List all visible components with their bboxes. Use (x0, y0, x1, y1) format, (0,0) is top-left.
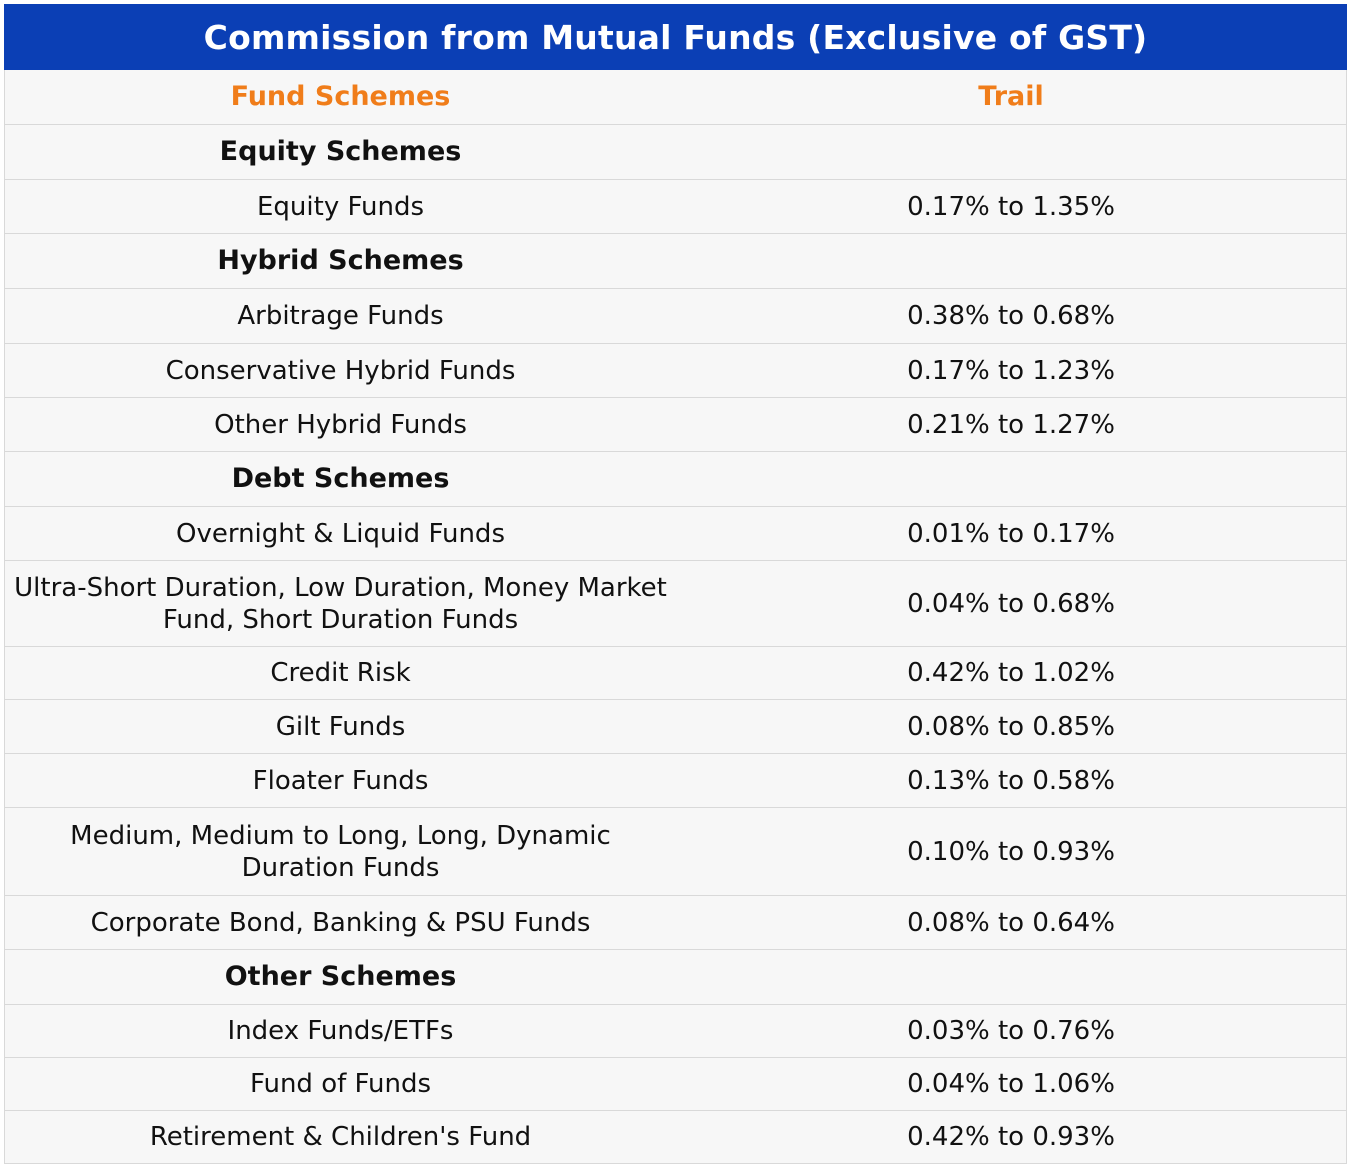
scheme-name: Credit Risk (270, 658, 411, 688)
table-row: Overnight & Liquid Funds 0.01% to 0.17% (4, 507, 1347, 561)
column-header-row: Fund Schemes Trail (4, 70, 1347, 125)
table-row: Other Hybrid Funds 0.21% to 1.27% (4, 398, 1347, 452)
table-row: Retirement & Children's Fund 0.42% to 0.… (4, 1111, 1347, 1164)
scheme-name: Gilt Funds (275, 711, 406, 742)
trail-value: 0.10% to 0.93% (907, 836, 1115, 867)
group-row-debt: Debt Schemes (4, 452, 1347, 507)
scheme-name: Arbitrage Funds (237, 301, 444, 331)
scheme-name: Corporate Bond, Banking & PSU Funds (90, 907, 591, 938)
commission-table: Commission from Mutual Funds (Exclusive … (4, 4, 1347, 1164)
table-row: Corporate Bond, Banking & PSU Funds 0.08… (4, 896, 1347, 950)
table-row: Medium, Medium to Long, Long, Dynamic Du… (4, 808, 1347, 896)
scheme-name: Fund of Funds (249, 1069, 432, 1099)
table-row: Conservative Hybrid Funds 0.17% to 1.23% (4, 344, 1347, 398)
scheme-name: Ultra-Short Duration, Low Duration, Mone… (14, 572, 667, 635)
trail-value: 0.17% to 1.23% (907, 355, 1115, 386)
group-label: Equity Schemes (219, 136, 462, 167)
table-row: Arbitrage Funds 0.38% to 0.68% (4, 289, 1347, 344)
trail-value: 0.08% to 0.85% (907, 711, 1115, 742)
trail-value: 0.42% to 0.93% (907, 1122, 1115, 1152)
table-row: Index Funds/ETFs 0.03% to 0.76% (4, 1005, 1347, 1058)
scheme-name: Medium, Medium to Long, Long, Dynamic Du… (70, 820, 611, 883)
trail-value: 0.38% to 0.68% (907, 301, 1115, 331)
table-title: Commission from Mutual Funds (Exclusive … (4, 4, 1347, 70)
scheme-name: Conservative Hybrid Funds (165, 355, 516, 386)
table-row: Floater Funds 0.13% to 0.58% (4, 754, 1347, 808)
scheme-name: Retirement & Children's Fund (149, 1122, 532, 1152)
group-label: Other Schemes (224, 961, 457, 992)
scheme-name: Equity Funds (256, 191, 425, 222)
column-header-fund-schemes: Fund Schemes (230, 81, 451, 112)
table-row: Equity Funds 0.17% to 1.35% (4, 180, 1347, 234)
column-header-trail: Trail (978, 81, 1044, 112)
trail-value: 0.08% to 0.64% (907, 907, 1115, 938)
group-label: Hybrid Schemes (217, 245, 464, 276)
group-row-hybrid: Hybrid Schemes (4, 234, 1347, 289)
trail-value: 0.21% to 1.27% (907, 409, 1115, 440)
table-row: Ultra-Short Duration, Low Duration, Mone… (4, 561, 1347, 647)
trail-value: 0.04% to 0.68% (907, 588, 1115, 619)
trail-value: 0.13% to 0.58% (907, 765, 1115, 796)
group-label: Debt Schemes (231, 463, 450, 494)
trail-value: 0.17% to 1.35% (907, 191, 1115, 222)
group-row-equity: Equity Schemes (4, 125, 1347, 180)
table-row: Credit Risk 0.42% to 1.02% (4, 647, 1347, 700)
trail-value: 0.01% to 0.17% (907, 518, 1115, 549)
scheme-name: Overnight & Liquid Funds (176, 518, 505, 549)
trail-value: 0.42% to 1.02% (907, 658, 1115, 688)
scheme-name: Index Funds/ETFs (227, 1016, 454, 1046)
scheme-name: Floater Funds (252, 765, 429, 796)
trail-value: 0.04% to 1.06% (907, 1069, 1115, 1099)
scheme-name: Other Hybrid Funds (214, 409, 467, 440)
table-row: Gilt Funds 0.08% to 0.85% (4, 700, 1347, 754)
trail-value: 0.03% to 0.76% (907, 1016, 1115, 1046)
table-row: Fund of Funds 0.04% to 1.06% (4, 1058, 1347, 1111)
group-row-other: Other Schemes (4, 950, 1347, 1005)
